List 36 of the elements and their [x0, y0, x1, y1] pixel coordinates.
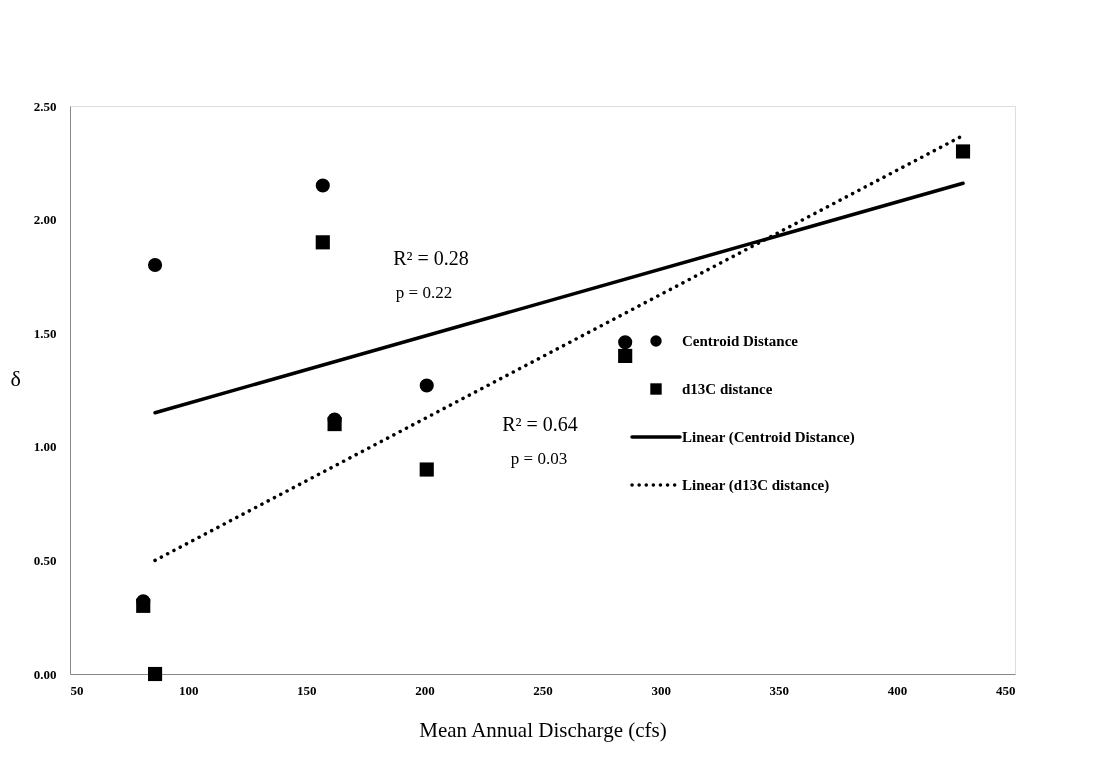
annotation: p = 0.22 [395, 283, 453, 302]
y-tick-label: 0.50 [33, 552, 57, 568]
x-axis-title: Mean Annual Discharge (cfs) [419, 717, 667, 742]
point [315, 178, 330, 193]
point [419, 378, 434, 393]
point [315, 235, 330, 250]
y-axis-title: δ [10, 365, 21, 391]
point [136, 598, 151, 613]
x-tick-label: 100 [178, 682, 199, 698]
legend-label: Linear (d13C distance) [682, 477, 830, 494]
x-tick-label: 450 [996, 682, 1016, 698]
point [147, 257, 163, 273]
x-tick-label: 50 [70, 682, 84, 698]
x-tick-label: 250 [533, 682, 553, 698]
point [419, 462, 434, 477]
point [618, 348, 633, 363]
y-tick-label: 2.00 [33, 212, 57, 228]
y-tick-label: 2.50 [33, 98, 57, 114]
legend-label: Linear (Centroid Distance) [682, 429, 855, 446]
point [327, 417, 342, 432]
x-tick-label: 300 [651, 682, 671, 698]
point [618, 335, 633, 350]
point [955, 144, 971, 159]
y-tick-label: 1.00 [33, 439, 57, 455]
legend-label: d13C distance [682, 381, 773, 397]
legend-label: Centroid Distance [682, 333, 799, 349]
y-tick-label: 1.50 [33, 325, 57, 341]
x-tick-label: 150 [297, 682, 317, 698]
y-tick-label: 0.00 [33, 666, 57, 682]
annotation: p = 0.03 [510, 449, 568, 468]
point [147, 666, 163, 682]
x-tick-label: 350 [769, 682, 789, 698]
x-tick-label: 400 [887, 682, 908, 698]
x-tick-label: 200 [415, 682, 435, 698]
annotation: R² = 0.64 [502, 413, 578, 435]
annotation: R² = 0.28 [393, 247, 469, 269]
